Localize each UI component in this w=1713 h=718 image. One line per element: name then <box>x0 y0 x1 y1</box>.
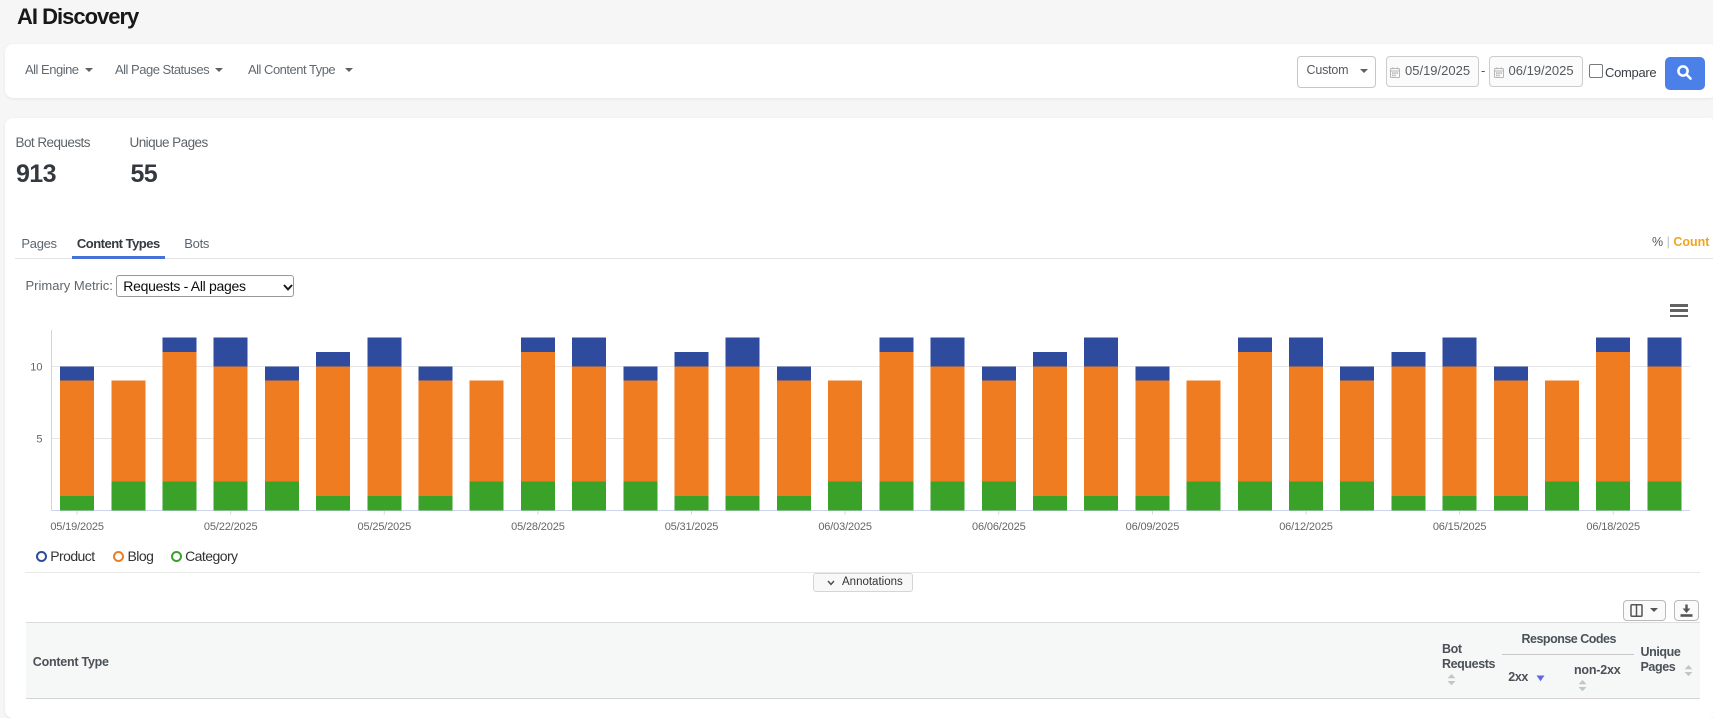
svg-text:05/28/2025: 05/28/2025 <box>511 521 565 533</box>
svg-text:06/12/2025: 06/12/2025 <box>1279 521 1333 533</box>
svg-text:5: 5 <box>36 433 42 445</box>
svg-text:06/09/2025: 06/09/2025 <box>1126 521 1180 533</box>
svg-text:05/31/2025: 05/31/2025 <box>665 521 719 533</box>
svg-text:06/18/2025: 06/18/2025 <box>1586 521 1640 533</box>
svg-text:05/19/2025: 05/19/2025 <box>50 521 104 533</box>
svg-text:10: 10 <box>30 361 42 373</box>
svg-text:06/03/2025: 06/03/2025 <box>818 521 872 533</box>
svg-text:06/15/2025: 06/15/2025 <box>1433 521 1487 533</box>
svg-text:06/06/2025: 06/06/2025 <box>972 521 1026 533</box>
svg-text:05/22/2025: 05/22/2025 <box>204 521 258 533</box>
svg-text:05/25/2025: 05/25/2025 <box>358 521 412 533</box>
